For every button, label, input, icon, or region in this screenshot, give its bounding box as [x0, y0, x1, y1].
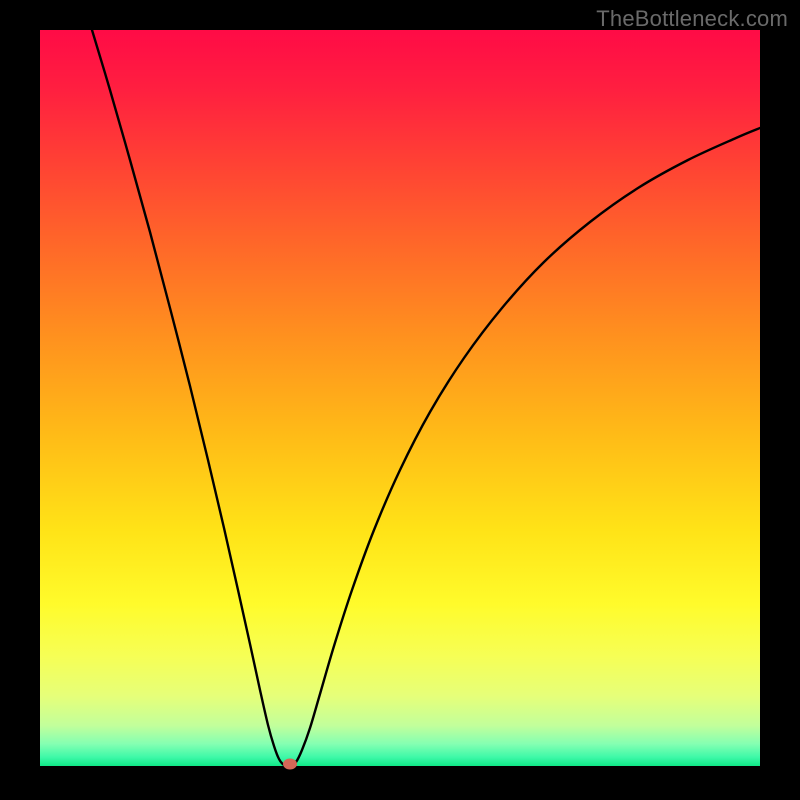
plot-area [40, 30, 760, 766]
watermark-text: TheBottleneck.com [596, 6, 788, 32]
gradient-background [40, 30, 760, 766]
minimum-marker [283, 759, 297, 770]
